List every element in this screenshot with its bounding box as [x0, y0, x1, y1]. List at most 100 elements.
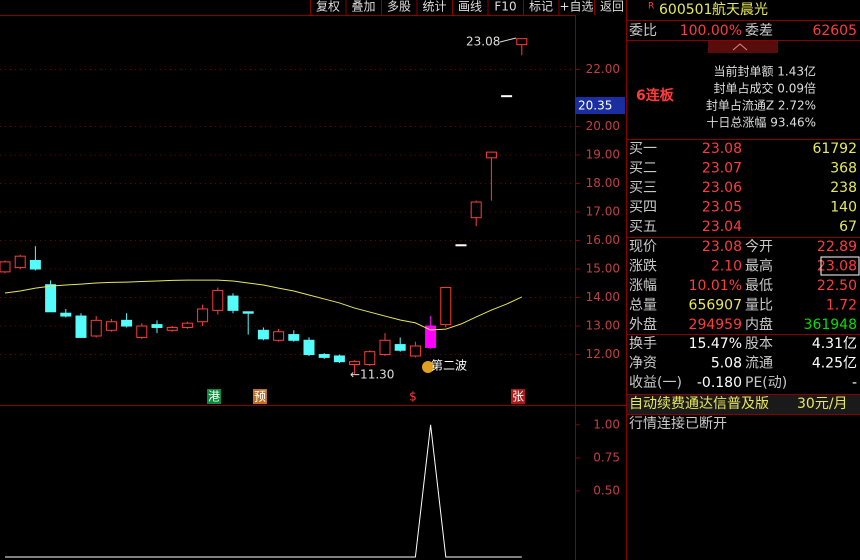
candle-body: [333, 355, 345, 363]
bid-price: 23.04: [702, 219, 742, 235]
candle-body: [242, 311, 254, 314]
badge: R: [648, 2, 654, 12]
candle-body: [90, 319, 102, 337]
candle-body: [151, 324, 163, 328]
candle-body: [425, 325, 437, 348]
weibi-label: 委比: [629, 23, 657, 39]
bid-label: 买五: [629, 219, 657, 235]
candle-body: [105, 321, 117, 331]
stat-label: 量比: [745, 298, 773, 314]
stock-name: 航天晨光: [712, 2, 768, 18]
bid-volume: 67: [839, 219, 857, 235]
y-tick-label: 12.00: [586, 347, 620, 361]
stat-label: 净资: [629, 356, 657, 372]
candle-body: [60, 312, 72, 317]
marker: 预: [254, 390, 266, 404]
bid-volume: 368: [830, 161, 857, 177]
price-tag-bg: [575, 97, 625, 114]
candle-body: [318, 354, 330, 358]
board: 6连板: [636, 87, 675, 104]
candle-body: [14, 255, 26, 269]
stat-value: 23.08: [817, 259, 857, 275]
candle-body: [29, 259, 41, 270]
candle-body: [288, 334, 300, 341]
toolbar-button[interactable]: 多股: [387, 0, 411, 14]
candle-body: [440, 287, 452, 326]
stat-value: 361948: [804, 317, 857, 333]
y-tick-label: 19.00: [586, 147, 620, 161]
candle-body: [75, 315, 87, 338]
candle-body: [136, 325, 148, 338]
stat-value: 656907: [689, 298, 742, 314]
stat-value: -0.180: [697, 375, 742, 391]
info-line: 封单占流通Z 2.72%: [706, 98, 816, 113]
stat-label: 最低: [745, 278, 773, 294]
stat-label: 流通: [745, 356, 773, 372]
info-line: 当前封单额 1.43亿: [713, 64, 816, 79]
toolbar-button[interactable]: 画线: [458, 0, 482, 14]
arrow: [499, 37, 517, 43]
marker: 港: [208, 390, 220, 404]
marker-bg: [253, 389, 267, 404]
toolbar-button[interactable]: 标记: [529, 0, 553, 14]
stock-code: 600501: [659, 2, 712, 18]
candle-body: [394, 344, 406, 351]
stat-label: 换手: [629, 335, 657, 352]
stat-value: 22.89: [817, 239, 857, 255]
status: 行情连接已断开: [629, 415, 727, 432]
ad: 自动续费通达信普及版: [629, 395, 769, 412]
bid-price: 23.07: [702, 161, 742, 177]
stat-value: 22.50: [817, 278, 857, 294]
toolbar-button[interactable]: F10: [494, 0, 516, 14]
stat-value: 5.08: [711, 356, 742, 372]
candle-body: [273, 331, 285, 341]
stat-value: 10.01%: [689, 278, 742, 294]
bid-volume: 238: [830, 180, 857, 196]
candle-body: [364, 351, 376, 366]
toolbar-button[interactable]: 返回: [600, 0, 624, 14]
info-line: 十日总涨幅 93.46%: [706, 115, 816, 130]
bid-volume: 140: [830, 200, 857, 216]
candle-body: [257, 329, 269, 340]
info-line: 封单占成交 0.09倍: [713, 81, 816, 96]
stat-value: 1.72: [826, 298, 857, 314]
weicha-label: 委差: [745, 23, 773, 39]
toolbar-button[interactable]: 复权: [316, 0, 340, 14]
candle-body: [379, 339, 391, 356]
y-tick-label: 20.00: [586, 119, 620, 133]
bid-volume: 61792: [812, 141, 857, 157]
price-tag: 20.35: [578, 99, 612, 113]
bid-price: 23.06: [702, 180, 742, 196]
ad-price: 30元/月: [797, 396, 848, 412]
candle-body: [485, 151, 497, 159]
stat-value: 15.47%: [689, 336, 742, 352]
stat-label: 涨跌: [629, 259, 657, 275]
toolbar-button[interactable]: +自选: [559, 0, 593, 14]
marker: 张: [512, 390, 524, 404]
candle-body: [166, 326, 178, 331]
toolbar-button[interactable]: 叠加: [351, 0, 375, 14]
wave-icon: [422, 361, 434, 373]
y-tick-label: 1.00: [593, 417, 620, 431]
candle-body: [501, 95, 513, 98]
weibi-value: 100.00%: [680, 23, 742, 39]
tab: [708, 41, 778, 53]
high-annotation: 23.08: [466, 35, 500, 49]
marker-bg: [207, 389, 221, 404]
stat-label: 股本: [745, 336, 773, 352]
toolbar-button[interactable]: 统计: [422, 0, 446, 14]
stat-value: 23.08: [702, 239, 742, 255]
y-tick-label: 14.00: [586, 290, 620, 304]
candle-body: [121, 319, 133, 327]
candle-body: [470, 201, 482, 219]
y-tick-label: 22.00: [586, 62, 620, 76]
candle-body: [349, 361, 361, 366]
ad-bg: [627, 395, 860, 414]
stat-value: 294959: [689, 317, 742, 333]
candle-body: [227, 295, 239, 311]
stat-label: 涨幅: [629, 278, 657, 294]
bid-label: 买三: [629, 180, 657, 196]
bid-label: 买四: [629, 200, 657, 216]
candle-body: [197, 308, 209, 323]
